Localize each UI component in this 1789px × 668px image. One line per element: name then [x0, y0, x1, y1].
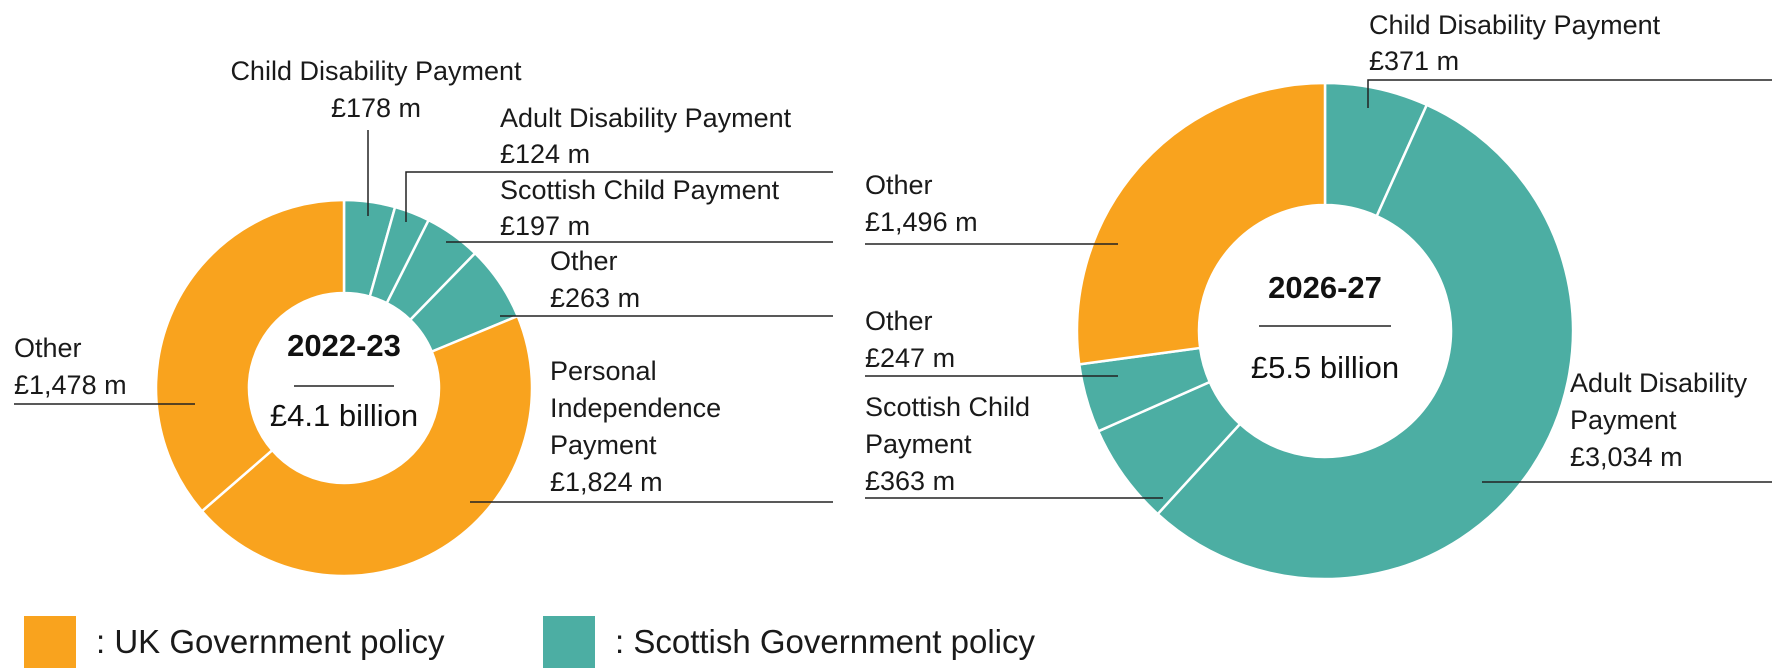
donut-1-label-3-line-2: £197 m — [500, 211, 590, 241]
donut-1-slice-5-personal-independence-payment — [200, 314, 534, 578]
donut-1-label-5-line-4: £1,824 m — [550, 467, 663, 497]
legend-uk-label: : UK Government policy — [96, 623, 445, 660]
donut-2-label-2-line-1: Adult Disability — [1570, 368, 1748, 398]
donut-2-label-5-line-2: £1,496 m — [865, 207, 978, 237]
donut-1-label-4-line-2: £263 m — [550, 283, 640, 313]
donut-1-label-3-line-1: Scottish Child Payment — [500, 175, 780, 205]
donut-2-title: 2026-27 — [1268, 270, 1382, 305]
donut-2-label-3-line-1: Scottish Child — [865, 392, 1030, 422]
legend-scottish-label: : Scottish Government policy — [615, 623, 1036, 660]
donut-1-label-1-line-2: £178 m — [331, 93, 421, 123]
donut-2-label-2-line-2: Payment — [1570, 405, 1677, 435]
donut-1-label-5-line-2: Independence — [550, 393, 721, 423]
donut-2-total: £5.5 billion — [1251, 350, 1399, 385]
donut-2-slice-2-adult-disability-payment — [1155, 103, 1575, 581]
donut-1-label-2-line-1: Adult Disability Payment — [500, 103, 792, 133]
donut-1-label-6-line-1: Other — [14, 333, 82, 363]
donut-2-label-4-line-2: £247 m — [865, 343, 955, 373]
donut-2-slice-5-other — [1075, 81, 1327, 366]
donut-1-label-1-line-1: Child Disability Payment — [230, 56, 522, 86]
donut-1-total: £4.1 billion — [270, 398, 418, 433]
donut-2-label-1-line-2: £371 m — [1369, 46, 1459, 76]
donut-1-slice-6-other — [154, 198, 346, 513]
donut-1-label-6-line-2: £1,478 m — [14, 370, 127, 400]
donut-2-label-3-line-3: £363 m — [865, 466, 955, 496]
donut-2-label-3-line-2: Payment — [865, 429, 972, 459]
legend-scottish-swatch — [543, 616, 595, 668]
donut-1-leader-2 — [405, 171, 833, 222]
donut-1-title: 2022-23 — [287, 328, 401, 363]
donut-2-label-2-line-3: £3,034 m — [1570, 442, 1683, 472]
donut-2-label-4-line-1: Other — [865, 306, 933, 336]
legend-uk-swatch — [24, 616, 76, 668]
donut-1-label-2-line-2: £124 m — [500, 139, 590, 169]
donut-2-leader-1 — [1367, 79, 1772, 108]
donut-2-label-5-line-1: Other — [865, 170, 933, 200]
legend-scottish: : Scottish Government policy — [543, 616, 1035, 668]
legend-uk: : UK Government policy — [24, 616, 444, 668]
donut-2-label-1-line-1: Child Disability Payment — [1369, 10, 1661, 40]
donut-1-label-5-line-1: Personal — [550, 356, 657, 386]
donut-1-label-5-line-3: Payment — [550, 430, 657, 460]
donut-1-label-4-line-1: Other — [550, 246, 618, 276]
